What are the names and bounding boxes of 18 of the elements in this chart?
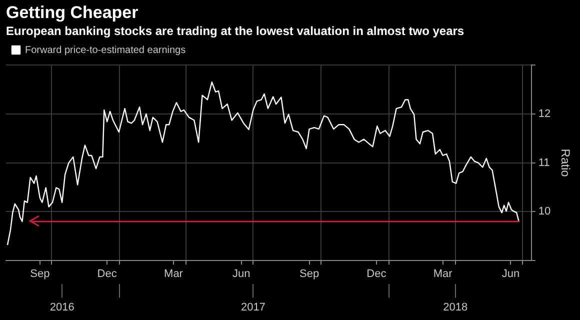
legend-label: Forward price-to-estimated earnings <box>25 44 186 56</box>
x-tick-label: Jun <box>232 268 250 280</box>
x-tick-label: Sep <box>299 268 320 280</box>
x-tick-label: Dec <box>366 268 387 280</box>
x2-tick-label: 2016 <box>50 301 74 314</box>
y-axis-title: Ratio <box>558 148 572 178</box>
chart-subtitle: European banking stocks are trading at the lowest valuation in almost two years <box>6 23 466 39</box>
chart-title: Getting Cheaper <box>6 3 140 23</box>
y-tick-label: 12 <box>538 108 551 120</box>
x2-tick-label: 2017 <box>240 301 266 314</box>
x-tick-label: Mar <box>164 268 184 280</box>
x-tick-label: Mar <box>433 268 453 280</box>
y-tick-label: 11 <box>538 156 550 169</box>
x-tick-label: Sep <box>30 268 50 280</box>
x-tick-label: Jun <box>502 268 520 280</box>
x-tick-label: Dec <box>97 268 118 280</box>
y-tick-label: 10 <box>538 206 551 218</box>
x2-tick-label: 2018 <box>443 301 468 314</box>
